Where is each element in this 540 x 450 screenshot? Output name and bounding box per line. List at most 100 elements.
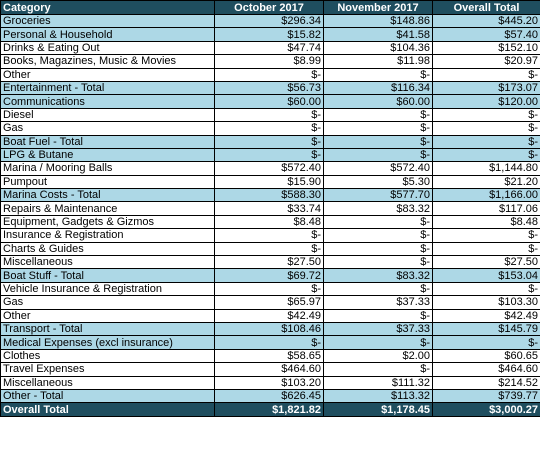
category-cell: Gas bbox=[0, 295, 215, 310]
overall-total-cell: $173.07 bbox=[432, 80, 540, 96]
header-row: Category October 2017 November 2017 Over… bbox=[0, 0, 540, 15]
table-row: Other $42.49 $- $42.49 bbox=[0, 308, 540, 323]
october-cell: $- bbox=[214, 335, 324, 350]
overall-total-cell: $20.97 bbox=[432, 54, 540, 69]
october-cell: $8.48 bbox=[214, 214, 324, 230]
october-cell: $296.34 bbox=[214, 13, 324, 29]
table-row: Gas $65.97 $37.33 $103.30 bbox=[0, 295, 540, 310]
october-cell: $33.74 bbox=[214, 201, 324, 216]
category-cell: Boat Fuel - Total bbox=[0, 134, 215, 149]
table-row: Repairs & Maintenance $33.74 $83.32 $117.06 bbox=[0, 201, 540, 216]
november-cell: $- bbox=[323, 147, 433, 163]
category-cell: Miscellaneous bbox=[0, 375, 215, 390]
november-cell: $116.34 bbox=[323, 80, 433, 96]
table-row: Transport - Total $108.46 $37.33 $145.79 bbox=[0, 321, 540, 337]
october-cell: $626.45 bbox=[214, 388, 324, 404]
october-cell: $- bbox=[214, 147, 324, 163]
overall-total-cell: $8.48 bbox=[432, 214, 540, 230]
category-cell: Charts & Guides bbox=[0, 241, 215, 257]
october-cell: $65.97 bbox=[214, 295, 324, 310]
november-cell: $- bbox=[323, 107, 433, 123]
october-cell: $69.72 bbox=[214, 268, 324, 283]
header-category: Category bbox=[0, 0, 215, 15]
november-cell: $- bbox=[323, 121, 433, 136]
overall-total-cell: $1,166.00 bbox=[432, 188, 540, 203]
overall-total-cell: $117.06 bbox=[432, 201, 540, 216]
october-cell: $- bbox=[214, 67, 324, 82]
overall-total-cell: $1,144.80 bbox=[432, 161, 540, 176]
table-row: Medical Expenses (excl insurance) $- $- $- bbox=[0, 335, 540, 350]
header-overall-total: Overall Total bbox=[432, 0, 540, 15]
category-cell: LPG & Butane bbox=[0, 147, 215, 163]
category-cell: Personal & Household bbox=[0, 27, 215, 42]
october-cell: $58.65 bbox=[214, 348, 324, 364]
november-cell: $60.00 bbox=[323, 94, 433, 109]
category-cell: Other - Total bbox=[0, 388, 215, 404]
overall-total-november: $1,178.45 bbox=[323, 402, 433, 418]
october-cell: $15.90 bbox=[214, 174, 324, 190]
category-cell: Vehicle Insurance & Registration bbox=[0, 281, 215, 297]
november-cell: $572.40 bbox=[323, 161, 433, 176]
table-row: Diesel $- $- $- bbox=[0, 107, 540, 123]
overall-total-cell: $- bbox=[432, 147, 540, 163]
overall-total-cell: $- bbox=[432, 281, 540, 297]
table-row: Vehicle Insurance & Registration $- $- $- bbox=[0, 281, 540, 297]
table-row: Groceries $296.34 $148.86 $445.20 bbox=[0, 13, 540, 29]
november-cell: $104.36 bbox=[323, 40, 433, 56]
october-cell: $47.74 bbox=[214, 40, 324, 56]
table-row: Other - Total $626.45 $113.32 $739.77 bbox=[0, 388, 540, 404]
november-cell: $- bbox=[323, 255, 433, 270]
category-cell: Entertainment - Total bbox=[0, 80, 215, 96]
table-row: Marina Costs - Total $588.30 $577.70 $1,166… bbox=[0, 188, 540, 203]
category-cell: Books, Magazines, Music & Movies bbox=[0, 54, 215, 69]
table-row: Marina / Mooring Balls $572.40 $572.40 $1,1… bbox=[0, 161, 540, 176]
overall-total-cell: $27.50 bbox=[432, 255, 540, 270]
october-cell: $- bbox=[214, 241, 324, 257]
overall-total-cell: $145.79 bbox=[432, 321, 540, 337]
october-cell: $- bbox=[214, 281, 324, 297]
overall-total-cell: $57.40 bbox=[432, 27, 540, 42]
november-cell: $577.70 bbox=[323, 188, 433, 203]
category-cell: Other bbox=[0, 308, 215, 323]
november-cell: $- bbox=[323, 362, 433, 377]
overall-total-cell: $- bbox=[432, 228, 540, 243]
overall-total-cell: $42.49 bbox=[432, 308, 540, 323]
overall-total-cell: $- bbox=[432, 134, 540, 149]
category-cell: Equipment, Gadgets & Gizmos bbox=[0, 214, 215, 230]
overall-total-cell: $- bbox=[432, 335, 540, 350]
category-cell: Travel Expenses bbox=[0, 362, 215, 377]
overall-total-cell: $152.10 bbox=[432, 40, 540, 56]
november-cell: $113.32 bbox=[323, 388, 433, 404]
october-cell: $464.60 bbox=[214, 362, 324, 377]
november-cell: $37.33 bbox=[323, 321, 433, 337]
october-cell: $- bbox=[214, 107, 324, 123]
overall-total-cell: $- bbox=[432, 107, 540, 123]
november-cell: $111.32 bbox=[323, 375, 433, 390]
table-row: Clothes $58.65 $2.00 $60.65 bbox=[0, 348, 540, 364]
table-row: Charts & Guides $- $- $- bbox=[0, 241, 540, 257]
overall-total-cell: $120.00 bbox=[432, 94, 540, 109]
overall-total-label: Overall Total bbox=[0, 402, 215, 418]
category-cell: Transport - Total bbox=[0, 321, 215, 337]
table-row: Other $- $- $- bbox=[0, 67, 540, 82]
overall-total-cell: $- bbox=[432, 67, 540, 82]
november-cell: $37.33 bbox=[323, 295, 433, 310]
november-cell: $- bbox=[323, 228, 433, 243]
overall-total-october: $1,821.82 bbox=[214, 402, 324, 418]
table-row: Travel Expenses $464.60 $- $464.60 bbox=[0, 362, 540, 377]
category-cell: Marina / Mooring Balls bbox=[0, 161, 215, 176]
october-cell: $56.73 bbox=[214, 80, 324, 96]
table-row: Personal & Household $15.82 $41.58 $57.40 bbox=[0, 27, 540, 42]
category-cell: Groceries bbox=[0, 13, 215, 29]
category-cell: Gas bbox=[0, 121, 215, 136]
november-cell: $41.58 bbox=[323, 27, 433, 42]
october-cell: $108.46 bbox=[214, 321, 324, 337]
table-row: Gas $- $- $- bbox=[0, 121, 540, 136]
october-cell: $- bbox=[214, 134, 324, 149]
table-row: Pumpout $15.90 $5.30 $21.20 bbox=[0, 174, 540, 190]
october-cell: $27.50 bbox=[214, 255, 324, 270]
category-cell: Repairs & Maintenance bbox=[0, 201, 215, 216]
expense-table: Category October 2017 November 2017 Over… bbox=[0, 0, 540, 418]
table-row: Entertainment - Total $56.73 $116.34 $173.0… bbox=[0, 80, 540, 96]
category-cell: Communications bbox=[0, 94, 215, 109]
